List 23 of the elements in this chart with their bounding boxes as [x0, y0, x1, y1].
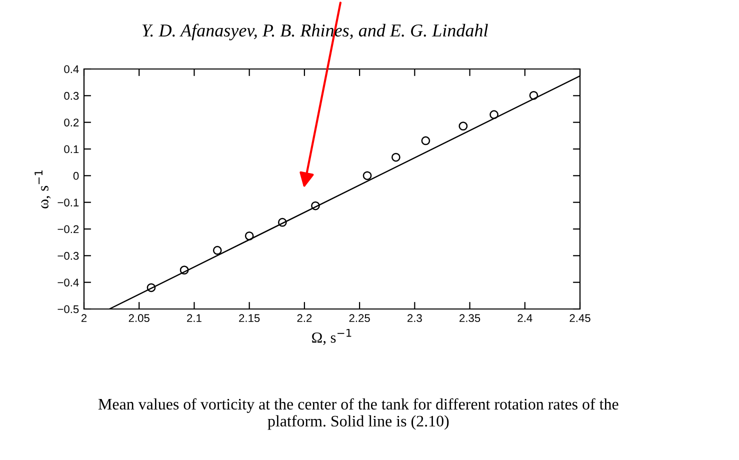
x-tick-label: 2.3 [408, 314, 422, 322]
x-tick-label: 2.05 [128, 314, 150, 322]
y-tick-label: 0.1 [64, 145, 79, 154]
y-axis-title: ω, s$^{−1}$ [34, 170, 51, 208]
x-tick-label: 2.35 [460, 314, 480, 322]
y-tick-label: −0.4 [58, 278, 79, 286]
y-tick-label: 0.4 [64, 65, 79, 74]
x-tick-label: 2 [81, 314, 87, 322]
x-tick-label: 2.15 [239, 314, 260, 322]
text: Mean values of vorticity at the center of the tank for different rotation rates of the platform. Solid line is (2.10) [98, 398, 618, 430]
y-tick-label: −0.2 [58, 225, 79, 234]
x-axis-title: Ω, s$^{−1}$ [312, 328, 352, 345]
y-tick-label: 0 [73, 172, 79, 180]
x-tick-label: 2.1 [187, 314, 202, 322]
x-tick-label: 2.45 [570, 314, 590, 322]
y-tick-label: −0.3 [58, 252, 79, 260]
y-tick-label: 0.2 [64, 118, 79, 126]
x-tick-label: 2.25 [349, 314, 370, 322]
x-tick-label: 2.2 [297, 314, 312, 322]
y-tick-label: 0.3 [64, 92, 79, 100]
x-tick-label: 2.4 [518, 314, 532, 322]
y-tick-label: −0.5 [58, 305, 79, 314]
y-tick-label: −0.1 [58, 198, 79, 206]
